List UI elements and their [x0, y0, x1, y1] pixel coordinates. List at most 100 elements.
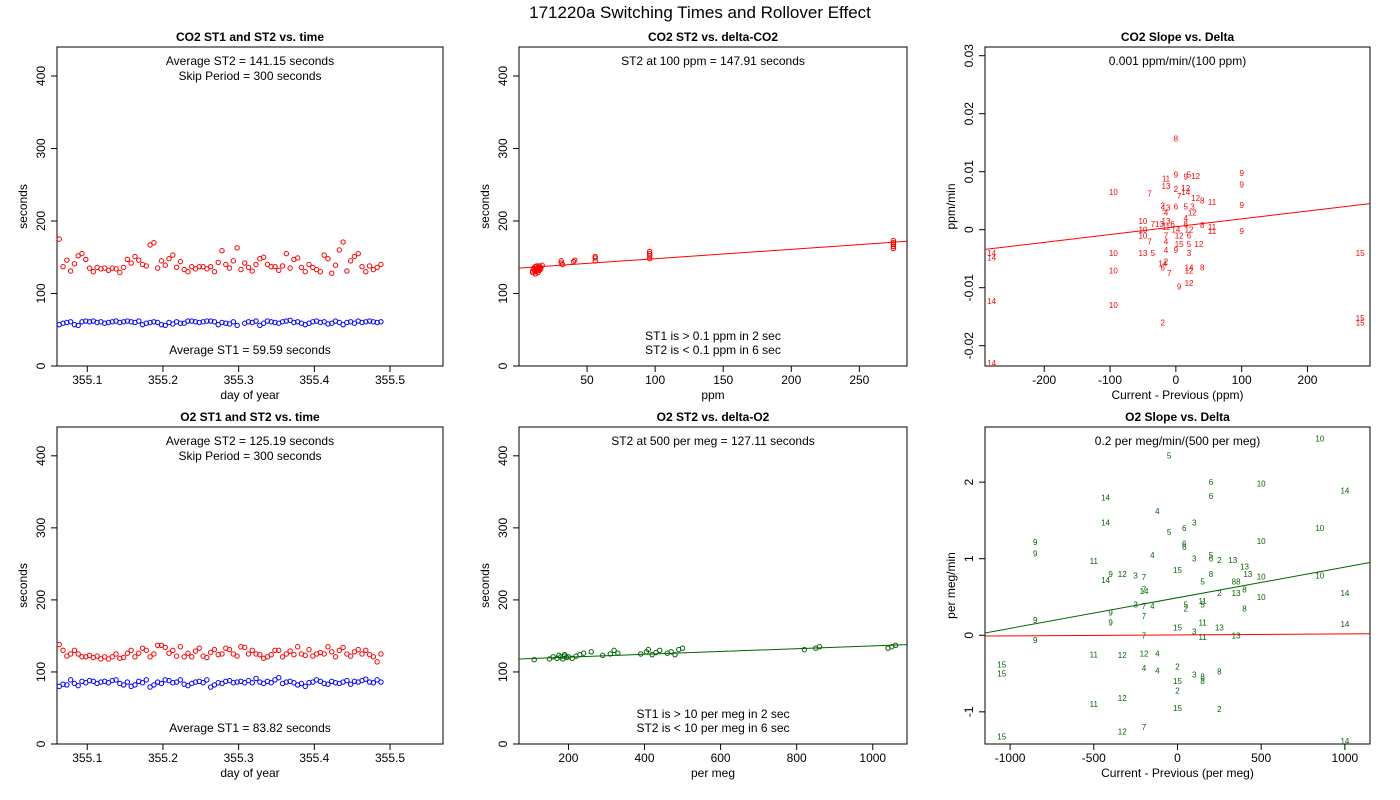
point-label: 13: [1232, 631, 1241, 640]
data-point-st1: [223, 678, 229, 685]
x-axis-label: Current - Previous (ppm): [1111, 388, 1243, 402]
data-point-st1: [109, 677, 115, 684]
point-label: 4: [1155, 507, 1160, 516]
data-point-st1: [215, 680, 221, 686]
data-point-st2: [336, 647, 343, 654]
point-label: 8: [1183, 220, 1188, 229]
point-label: 12: [1185, 279, 1194, 288]
y-tick-label: 100: [34, 283, 48, 303]
point-label: 8: [1200, 197, 1205, 206]
point-label: 12: [1185, 266, 1194, 275]
data-point-st1: [185, 318, 191, 324]
data-point-st2: [219, 651, 225, 657]
point-label: 12: [1191, 194, 1200, 203]
data-point-st2: [355, 646, 361, 653]
data-point-st2: [170, 647, 176, 654]
point-label: 6: [1160, 263, 1165, 272]
data-point-st2: [646, 250, 653, 257]
data-point-st1: [113, 677, 119, 683]
data-point-st1: [158, 680, 165, 687]
data-point-st2: [646, 256, 653, 262]
point-label: 9: [1033, 538, 1038, 547]
data-point-st2: [374, 264, 380, 271]
panels: CO2 ST1 and ST2 vs. time 355.1 355.2 355.3 3…: [16, 30, 1371, 780]
x-tick-label: 500: [1251, 751, 1271, 765]
data-point-st2: [539, 262, 545, 268]
data-point-st2: [245, 651, 252, 657]
data-point-st2: [532, 271, 539, 277]
data-point-st2: [325, 256, 331, 262]
main-title: 171220a Switching Times and Rollover Eff…: [529, 3, 871, 22]
data-point-st2: [71, 261, 78, 267]
x-tick-label: 1000: [859, 751, 886, 765]
data-point-st2: [181, 654, 187, 660]
point-label: 15: [997, 660, 1006, 669]
point-label: 15: [997, 732, 1006, 741]
x-tick-label: 100: [1232, 373, 1252, 387]
data-point-st2: [291, 651, 297, 658]
point-label: 2: [1175, 686, 1180, 695]
point-label: 9: [1108, 570, 1113, 579]
x-tick-label: 355.3: [224, 751, 254, 765]
data-point-st2: [120, 654, 127, 661]
point-label: 14: [1140, 587, 1149, 596]
data-point-st1: [325, 321, 331, 327]
data-point-st1: [64, 319, 70, 326]
data-point-st2: [378, 651, 384, 657]
data-point-st2: [592, 253, 598, 260]
data-point-st2: [109, 654, 115, 660]
x-tick-label: 355.2: [148, 751, 178, 765]
data-point-st2: [892, 642, 899, 648]
data-point-st1: [136, 318, 142, 324]
point-label: 8: [1200, 677, 1205, 686]
data-point-st2: [219, 248, 225, 254]
data-point-st1: [98, 679, 104, 685]
data-point-st1: [378, 319, 384, 325]
fit-line: [985, 562, 1370, 634]
point-label: 3: [1192, 555, 1197, 564]
data-point-st1: [253, 675, 259, 682]
data-point-st2: [189, 654, 195, 660]
x-tick-label: 355.1: [72, 373, 102, 387]
point-label: 11: [1090, 557, 1099, 566]
x-tick-label: -1000: [995, 751, 1026, 765]
annotation: Skip Period = 300 seconds: [178, 69, 321, 83]
y-axis-label: seconds: [16, 184, 30, 229]
data-point-st2: [249, 647, 255, 654]
data-point-st1: [344, 319, 350, 326]
point-label: 13: [1138, 249, 1147, 258]
point-label: 2: [1217, 589, 1222, 598]
data-point-st2: [363, 269, 369, 275]
data-point-st2: [173, 653, 180, 659]
data-point-st2: [185, 269, 191, 275]
data-point-st1: [192, 679, 199, 685]
data-point-st2: [79, 250, 85, 257]
x-tick-label: 355.4: [299, 751, 329, 765]
point-label: 12: [1118, 728, 1127, 737]
x-tick-label: -500: [1082, 751, 1106, 765]
point-label: 10: [1109, 266, 1118, 275]
point-label: 9: [1033, 549, 1038, 558]
point-label: 9: [1033, 616, 1038, 625]
data-point-st2: [302, 652, 308, 659]
data-point-st2: [298, 264, 305, 271]
point-label: 13: [1232, 589, 1241, 598]
data-point-st2: [588, 649, 594, 655]
x-tick-label: 100: [645, 373, 665, 387]
data-point-st2: [242, 260, 248, 266]
point-label: 5: [1167, 451, 1172, 460]
data-point-st1: [317, 319, 324, 326]
data-point-st1: [83, 318, 89, 324]
data-point-st1: [79, 319, 85, 325]
data-point-st2: [211, 646, 218, 653]
data-point-st2: [559, 261, 566, 268]
data-point-st2: [170, 252, 176, 258]
chart-title: CO2 ST1 and ST2 vs. time: [176, 30, 324, 44]
chart-title: CO2 ST2 vs. delta-CO2: [648, 30, 778, 44]
data-point-st2: [185, 650, 191, 656]
point-label: 7: [1164, 232, 1169, 241]
data-point-st2: [147, 654, 153, 660]
annotation: Average ST2 = 125.19 seconds: [166, 434, 334, 448]
point-label: 7: [1142, 612, 1147, 621]
annotation: Skip Period = 300 seconds: [178, 449, 321, 463]
